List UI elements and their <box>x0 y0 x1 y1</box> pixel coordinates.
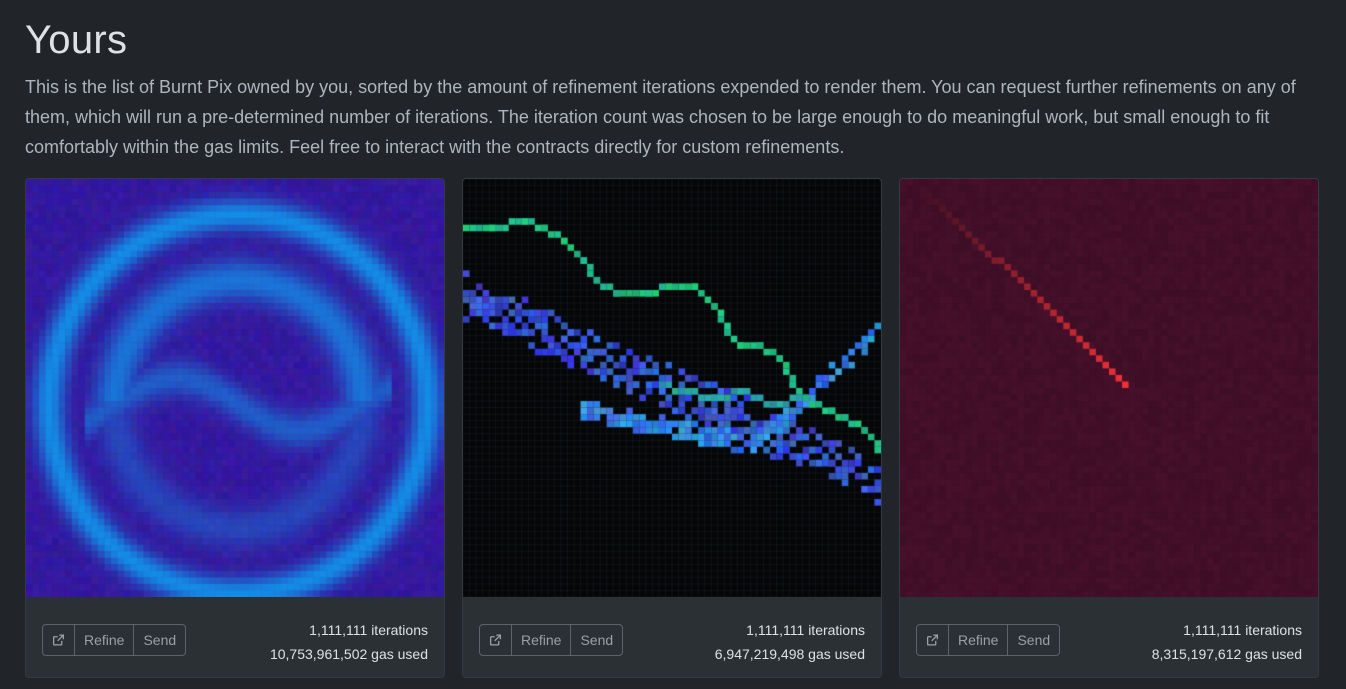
burnt-pix-image[interactable] <box>26 179 444 597</box>
card-stats: 1,111,111 iterations 10,753,961,502 gas … <box>270 618 428 666</box>
send-button[interactable]: Send <box>143 632 177 648</box>
iterations-count: 1,111,111 iterations <box>1183 622 1302 638</box>
iterations-count: 1,111,111 iterations <box>746 622 865 638</box>
gas-used: 10,753,961,502 gas used <box>269 646 428 662</box>
card-stats: 1,111,111 iterations 6,947,219,498 gas u… <box>715 618 865 666</box>
page-description: This is the list of Burnt Pix owned by y… <box>25 77 1296 157</box>
send-button[interactable]: Send <box>1017 632 1051 648</box>
card-actions: Refine Send <box>42 624 187 656</box>
refine-button[interactable]: Refine <box>949 625 1009 655</box>
open-external-button[interactable] <box>480 625 512 655</box>
open-external-button[interactable] <box>43 625 75 655</box>
card-footer: Refine Send 1,111,111 iterations 10,753,… <box>26 598 444 677</box>
open-external-button[interactable] <box>917 625 949 655</box>
external-link-icon <box>489 634 502 646</box>
iterations-count: 1,111,111 iterations <box>309 622 428 638</box>
external-link-icon <box>52 634 65 646</box>
refine-button[interactable]: Refine <box>75 625 135 655</box>
card-stats: 1,111,111 iterations 8,315,197,612 gas u… <box>1152 618 1302 666</box>
burnt-pix-card: Refine Send 1,111,111 iterations 10,753,… <box>25 178 445 678</box>
card-actions: Refine Send <box>479 624 624 656</box>
burnt-pix-image[interactable] <box>463 179 881 597</box>
page-title: Yours <box>25 18 128 62</box>
card-actions: Refine Send <box>916 624 1061 656</box>
refine-button[interactable]: Refine <box>512 625 572 655</box>
send-button[interactable]: Send <box>580 632 614 648</box>
burnt-pix-card: Refine Send 1,111,111 iterations 8,315,1… <box>899 178 1319 678</box>
gas-used: 6,947,219,498 gas used <box>714 646 865 662</box>
card-footer: Refine Send 1,111,111 iterations 6,947,2… <box>463 598 881 677</box>
burnt-pix-card: Refine Send 1,111,111 iterations 6,947,2… <box>462 178 882 678</box>
external-link-icon <box>926 634 939 646</box>
card-footer: Refine Send 1,111,111 iterations 8,315,1… <box>900 598 1318 677</box>
gas-used: 8,315,197,612 gas used <box>1151 646 1302 662</box>
burnt-pix-image[interactable] <box>900 179 1318 597</box>
